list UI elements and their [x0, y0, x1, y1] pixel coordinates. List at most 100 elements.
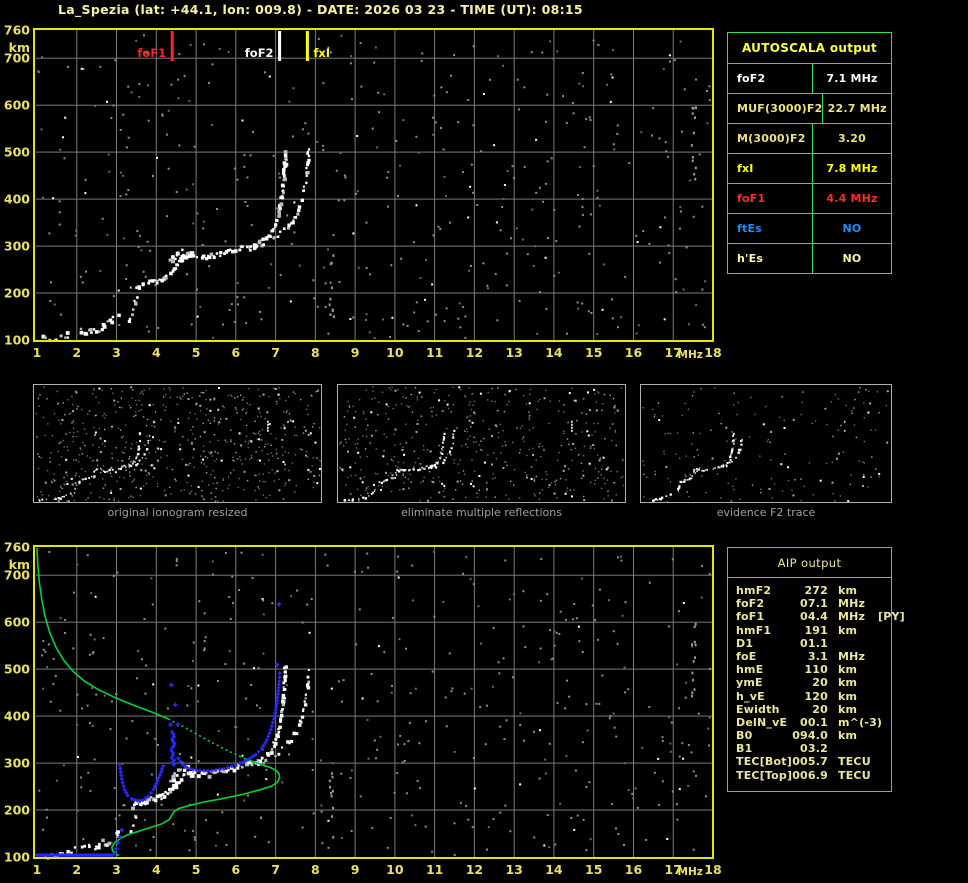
autoscala-row-value: 22.7 MHz: [827, 102, 887, 115]
aip-cell: 04.4: [800, 610, 828, 624]
aip-cell: foF2: [736, 597, 765, 611]
svg-text:700: 700: [4, 51, 30, 66]
autoscala-row-label: h'Es: [728, 244, 813, 273]
svg-text:15: 15: [585, 345, 602, 360]
svg-text:10: 10: [386, 345, 404, 360]
aip-cell: [874, 663, 891, 676]
aip-cell: [828, 637, 838, 650]
aip-table-body: hmF2 272 km foF2 07.1 MHz foF1 04.4 MHz [PY] hmF1 1…: [728, 578, 905, 782]
aip-cell: km: [838, 689, 858, 703]
svg-text:760: 760: [4, 23, 30, 38]
autoscala-row-value: NO: [842, 252, 862, 265]
svg-text:km: km: [9, 557, 30, 572]
autoscala-row-fxI: fxI 7.8 MHz: [728, 154, 891, 184]
svg-text:8: 8: [311, 345, 320, 360]
aip-cell: [828, 769, 838, 782]
svg-text:11: 11: [426, 862, 443, 877]
autoscala-row-label: ftEs: [728, 214, 813, 243]
svg-text:13: 13: [505, 862, 522, 877]
svg-text:760: 760: [4, 540, 30, 555]
aip-row-B1: B1 03.2: [736, 742, 891, 755]
svg-text:MHz: MHz: [678, 349, 703, 361]
svg-text:km: km: [9, 40, 30, 55]
aip-row-foE: foE 3.1 MHz: [736, 650, 891, 663]
svg-text:400: 400: [4, 709, 30, 724]
aip-cell: [874, 769, 891, 782]
aip-output-table: AIP output hmF2 272 km foF2 07.1 MHz foF1 04.4 MH…: [727, 547, 905, 792]
svg-text:6: 6: [231, 862, 240, 877]
aip-cell: 20: [812, 702, 828, 716]
aip-cell: km: [838, 663, 858, 677]
aip-cell: 110: [804, 663, 828, 677]
aip-cell: TEC[Bot]: [736, 755, 792, 769]
svg-text:13: 13: [505, 345, 522, 360]
autoscala-row-value: NO: [842, 222, 862, 235]
svg-text:18: 18: [704, 345, 721, 360]
aip-cell: DelN_vE: [736, 715, 788, 729]
aip-cell: [874, 584, 891, 597]
aip-cell: h_vE: [736, 689, 765, 703]
svg-text:17: 17: [665, 345, 682, 360]
svg-text:200: 200: [4, 286, 30, 301]
thumbnail-caption-eliminate: eliminate multiple reflections: [401, 506, 562, 519]
aip-row-B0: B0 094.0 km: [736, 729, 891, 742]
aip-cell: hmF2: [736, 584, 772, 597]
aip-cell: [874, 703, 891, 716]
aip-cell: 20: [812, 676, 828, 690]
autoscala-row-foF1: foF1 4.4 MHz: [728, 184, 891, 214]
aip-cell: [828, 755, 838, 768]
svg-text:9: 9: [351, 345, 360, 360]
autoscala-row-label: M(3000)F2: [728, 124, 813, 153]
aip-cell: 006.9: [792, 768, 828, 782]
svg-text:500: 500: [4, 662, 30, 677]
svg-text:500: 500: [4, 145, 30, 160]
svg-text:14: 14: [545, 862, 563, 877]
aip-cell: foF1: [736, 610, 765, 624]
aip-cell: [828, 584, 838, 597]
aip-row-Ewidth: Ewidth 20 km: [736, 703, 891, 716]
svg-text:MHz: MHz: [678, 866, 703, 878]
aip-cell: [874, 755, 891, 768]
page-title: La_Spezia (lat: +44.1, lon: 009.8) - DAT…: [58, 2, 583, 17]
aip-row-foF1: foF1 04.4 MHz [PY]: [736, 610, 905, 624]
aip-cell: hmF1: [736, 623, 772, 637]
aip-cell: 272: [804, 584, 828, 597]
aip-cell: [828, 690, 838, 703]
svg-text:12: 12: [466, 862, 483, 877]
aip-row-hmE: hmE 110 km: [736, 663, 891, 676]
aip-cell: km: [838, 676, 858, 690]
svg-text:2: 2: [72, 862, 81, 877]
bottom-ionogram-plot: 1 2 3 4 5 6 7 8 9 10 11 12 13 14 15 16 17 18MHz7607006005…: [4, 540, 722, 879]
aip-cell: [828, 716, 838, 729]
aip-row-DelN_vE: DelN_vE 00.1 m^(-3): [736, 716, 891, 729]
aip-cell: [874, 597, 891, 610]
aip-row-h_vE: h_vE 120 km: [736, 690, 891, 703]
aip-cell: [874, 690, 891, 703]
svg-text:7: 7: [271, 345, 280, 360]
marker-label-fxI: fxI: [313, 46, 330, 60]
autoscala-row-h'Es: h'Es NO: [728, 244, 891, 273]
aip-cell: foE: [736, 649, 757, 663]
aip-cell: 3.1: [807, 649, 828, 663]
svg-text:16: 16: [625, 345, 643, 360]
svg-text:11: 11: [426, 345, 443, 360]
svg-text:15: 15: [585, 862, 602, 877]
aip-cell: 01.1: [800, 636, 828, 650]
svg-text:400: 400: [4, 192, 30, 207]
aip-cell: 00.1: [800, 715, 828, 729]
svg-text:600: 600: [4, 98, 30, 113]
aip-table-title: AIP output: [728, 548, 891, 578]
aip-cell: [874, 742, 891, 755]
svg-text:100: 100: [4, 333, 30, 348]
aip-row-hmF2: hmF2 272 km: [736, 584, 891, 597]
aip-cell: [828, 663, 838, 676]
aip-row-TEC[Top]: TEC[Top] 006.9 TECU: [736, 769, 891, 782]
aip-cell: [874, 729, 891, 742]
aip-cell: [874, 637, 891, 650]
aip-cell: 005.7: [792, 755, 828, 769]
svg-text:6: 6: [231, 345, 240, 360]
svg-text:4: 4: [152, 862, 161, 877]
aip-cell: km: [838, 729, 858, 743]
svg-text:300: 300: [4, 239, 30, 254]
